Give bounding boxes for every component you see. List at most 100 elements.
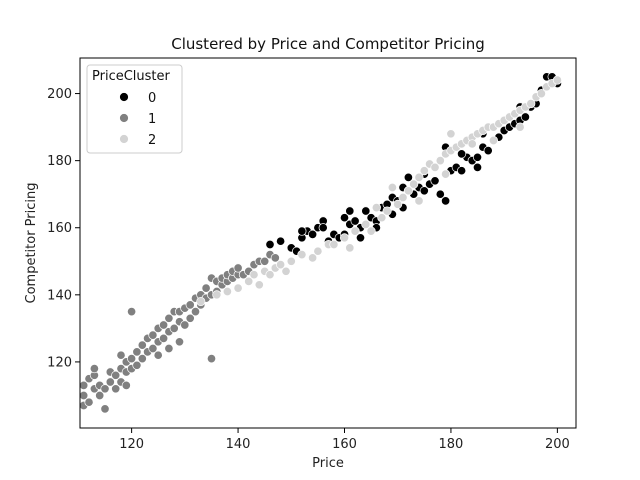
y-tick-label-2: 160	[47, 221, 72, 236]
y-tick-label-3: 180	[47, 154, 72, 169]
x-tick-label-1: 140	[226, 437, 251, 452]
legend-label-1: 1	[148, 112, 156, 127]
point-cluster-1-29	[148, 330, 158, 340]
point-cluster-2-19	[350, 226, 360, 236]
point-cluster-1-67	[260, 256, 270, 266]
legend-marker-0	[119, 92, 129, 102]
legend-marker-2	[119, 134, 129, 144]
legend: PriceCluster 0 1 2	[86, 64, 183, 154]
point-cluster-1-10	[100, 384, 110, 394]
point-cluster-1-44	[190, 307, 201, 317]
point-cluster-0-15	[350, 216, 360, 226]
point-cluster-2-27	[403, 186, 413, 196]
y-axis-label: Competitor Pricing	[24, 183, 39, 304]
point-cluster-0-60	[457, 149, 467, 159]
point-cluster-0-31	[435, 189, 445, 199]
point-cluster-0-55	[403, 172, 413, 182]
point-cluster-1-42	[185, 313, 195, 323]
chart-title: Clustered by Price and Competitor Pricin…	[171, 35, 485, 53]
point-cluster-0-57	[355, 233, 366, 243]
legend-entry-1: 1	[119, 112, 156, 127]
point-cluster-2-63	[446, 129, 456, 139]
point-cluster-0-68	[318, 223, 328, 233]
point-cluster-2-12	[286, 256, 296, 266]
point-cluster-2-26	[398, 192, 408, 203]
point-cluster-2-0	[196, 296, 206, 307]
point-cluster-2-30	[419, 166, 429, 176]
point-cluster-2-56	[467, 139, 477, 149]
point-cluster-2-28	[409, 179, 419, 189]
point-cluster-1-25	[137, 340, 147, 350]
point-cluster-2-23	[377, 213, 387, 223]
legend-label-2: 2	[148, 133, 156, 148]
point-cluster-1-40	[180, 320, 190, 330]
point-cluster-0-69	[297, 226, 307, 236]
plot-frame	[79, 57, 577, 429]
point-cluster-1-11	[105, 377, 115, 387]
legend-marker-1	[119, 113, 129, 123]
point-cluster-1-4	[84, 397, 94, 407]
point-cluster-1-74	[116, 350, 126, 360]
point-cluster-0-67	[339, 213, 350, 223]
x-axis-label: Price	[312, 456, 344, 471]
point-cluster-1-23	[132, 347, 142, 357]
point-cluster-1-33	[159, 320, 169, 330]
point-cluster-1-35	[164, 313, 174, 323]
point-cluster-0-40	[483, 146, 493, 156]
point-cluster-1-70	[153, 350, 163, 360]
point-cluster-0-47	[520, 112, 530, 122]
x-tick-label-4: 200	[545, 437, 570, 452]
x-tick-label-3: 180	[439, 437, 464, 452]
legend-title: PriceCluster	[92, 69, 171, 84]
y-tick-label-0: 120	[47, 355, 72, 370]
point-cluster-0-1	[276, 236, 286, 246]
point-cluster-2-24	[382, 206, 392, 216]
point-cluster-1-14	[111, 370, 121, 380]
point-cluster-0-32	[441, 196, 451, 206]
point-cluster-0-64	[472, 162, 483, 172]
point-cluster-2-57	[488, 135, 499, 146]
point-cluster-2-32	[430, 162, 440, 172]
point-cluster-1-69	[270, 253, 280, 263]
point-cluster-2-13	[297, 250, 307, 260]
point-cluster-2-17	[329, 239, 339, 250]
point-cluster-2-52	[536, 89, 546, 99]
point-cluster-2-4	[244, 276, 254, 286]
point-cluster-1-28	[148, 343, 158, 354]
x-tick-label-0: 120	[119, 437, 144, 452]
point-cluster-2-33	[435, 156, 445, 166]
point-cluster-2-62	[414, 196, 424, 206]
point-cluster-0-17	[361, 206, 371, 216]
point-cluster-1-73	[121, 380, 131, 390]
legend-entry-0: 0	[119, 91, 156, 106]
point-cluster-1-7	[95, 390, 105, 401]
point-cluster-2-61	[345, 243, 355, 253]
y-tick-label-4: 200	[47, 87, 72, 102]
y-tick-label-1: 140	[47, 288, 72, 303]
point-cluster-2-22	[371, 203, 381, 213]
point-cluster-1-24	[137, 354, 147, 364]
point-cluster-2-1	[212, 290, 222, 300]
point-cluster-2-50	[526, 99, 536, 109]
points-layer	[79, 72, 562, 414]
point-cluster-0-6	[308, 229, 318, 239]
point-cluster-1-13	[111, 384, 121, 394]
point-cluster-2-55	[552, 75, 562, 85]
point-cluster-2-18	[339, 233, 350, 243]
point-cluster-1-36	[169, 323, 179, 333]
point-cluster-1-22	[132, 360, 142, 370]
point-cluster-1-51	[206, 354, 217, 364]
point-cluster-2-5	[249, 270, 259, 280]
point-cluster-1-49	[201, 283, 211, 293]
point-cluster-1-43	[185, 300, 195, 310]
point-cluster-2-8	[265, 270, 275, 280]
point-cluster-1-32	[159, 333, 169, 343]
x-tick-label-2: 160	[332, 437, 357, 452]
point-cluster-0-14	[345, 206, 355, 216]
point-cluster-1-72	[174, 337, 185, 347]
point-cluster-2-2	[222, 286, 232, 297]
point-cluster-1-9	[100, 404, 110, 414]
point-cluster-2-14	[308, 253, 318, 263]
point-cluster-2-59	[441, 169, 451, 179]
